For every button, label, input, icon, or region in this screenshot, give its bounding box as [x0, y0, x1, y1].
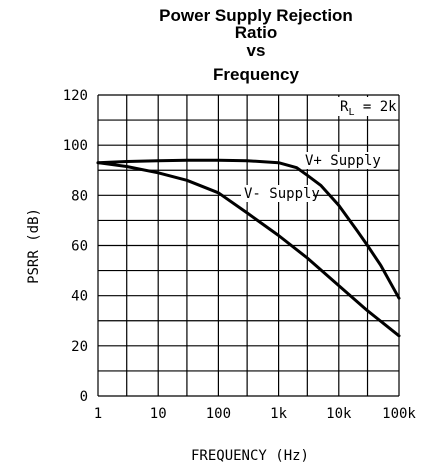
chart-title-line-2: Ratio — [235, 23, 278, 42]
y-axis-title: PSRR (dB) — [26, 208, 42, 284]
series-label-bg — [241, 185, 313, 202]
y-tick-label: 40 — [71, 289, 88, 305]
y-tick-label: 60 — [71, 239, 88, 255]
series-line-vminus — [96, 161, 401, 338]
x-axis-title: FREQUENCY (Hz) — [191, 448, 309, 464]
x-tick-label: 1k — [270, 406, 287, 422]
series-label-vminus: V- Supply — [244, 186, 320, 202]
y-tick-label: 120 — [63, 88, 88, 104]
series-label-vplus: V+ Supply — [305, 153, 381, 169]
chart-title-line-1: Power Supply Rejection — [159, 6, 353, 25]
chart-title-line-4: Frequency — [213, 65, 300, 84]
x-tick-label: 10 — [150, 406, 167, 422]
x-tick-label: 100k — [382, 406, 416, 422]
curves — [96, 152, 401, 338]
x-tick-label: 1 — [94, 406, 102, 422]
x-tick-label: 100 — [206, 406, 231, 422]
series-line-vplus — [96, 158, 401, 300]
chart-title-line-3: vs — [247, 41, 266, 60]
y-tick-label: 80 — [71, 188, 88, 204]
grid — [97, 94, 400, 397]
y-tick-label: 0 — [80, 389, 88, 405]
series-label-bg — [302, 152, 374, 169]
y-tick-label: 20 — [71, 339, 88, 355]
x-tick-label: 10k — [326, 406, 352, 422]
y-tick-label: 100 — [63, 138, 88, 154]
load-annotation: RL = 2k — [340, 99, 397, 118]
annotation-background — [337, 97, 397, 116]
